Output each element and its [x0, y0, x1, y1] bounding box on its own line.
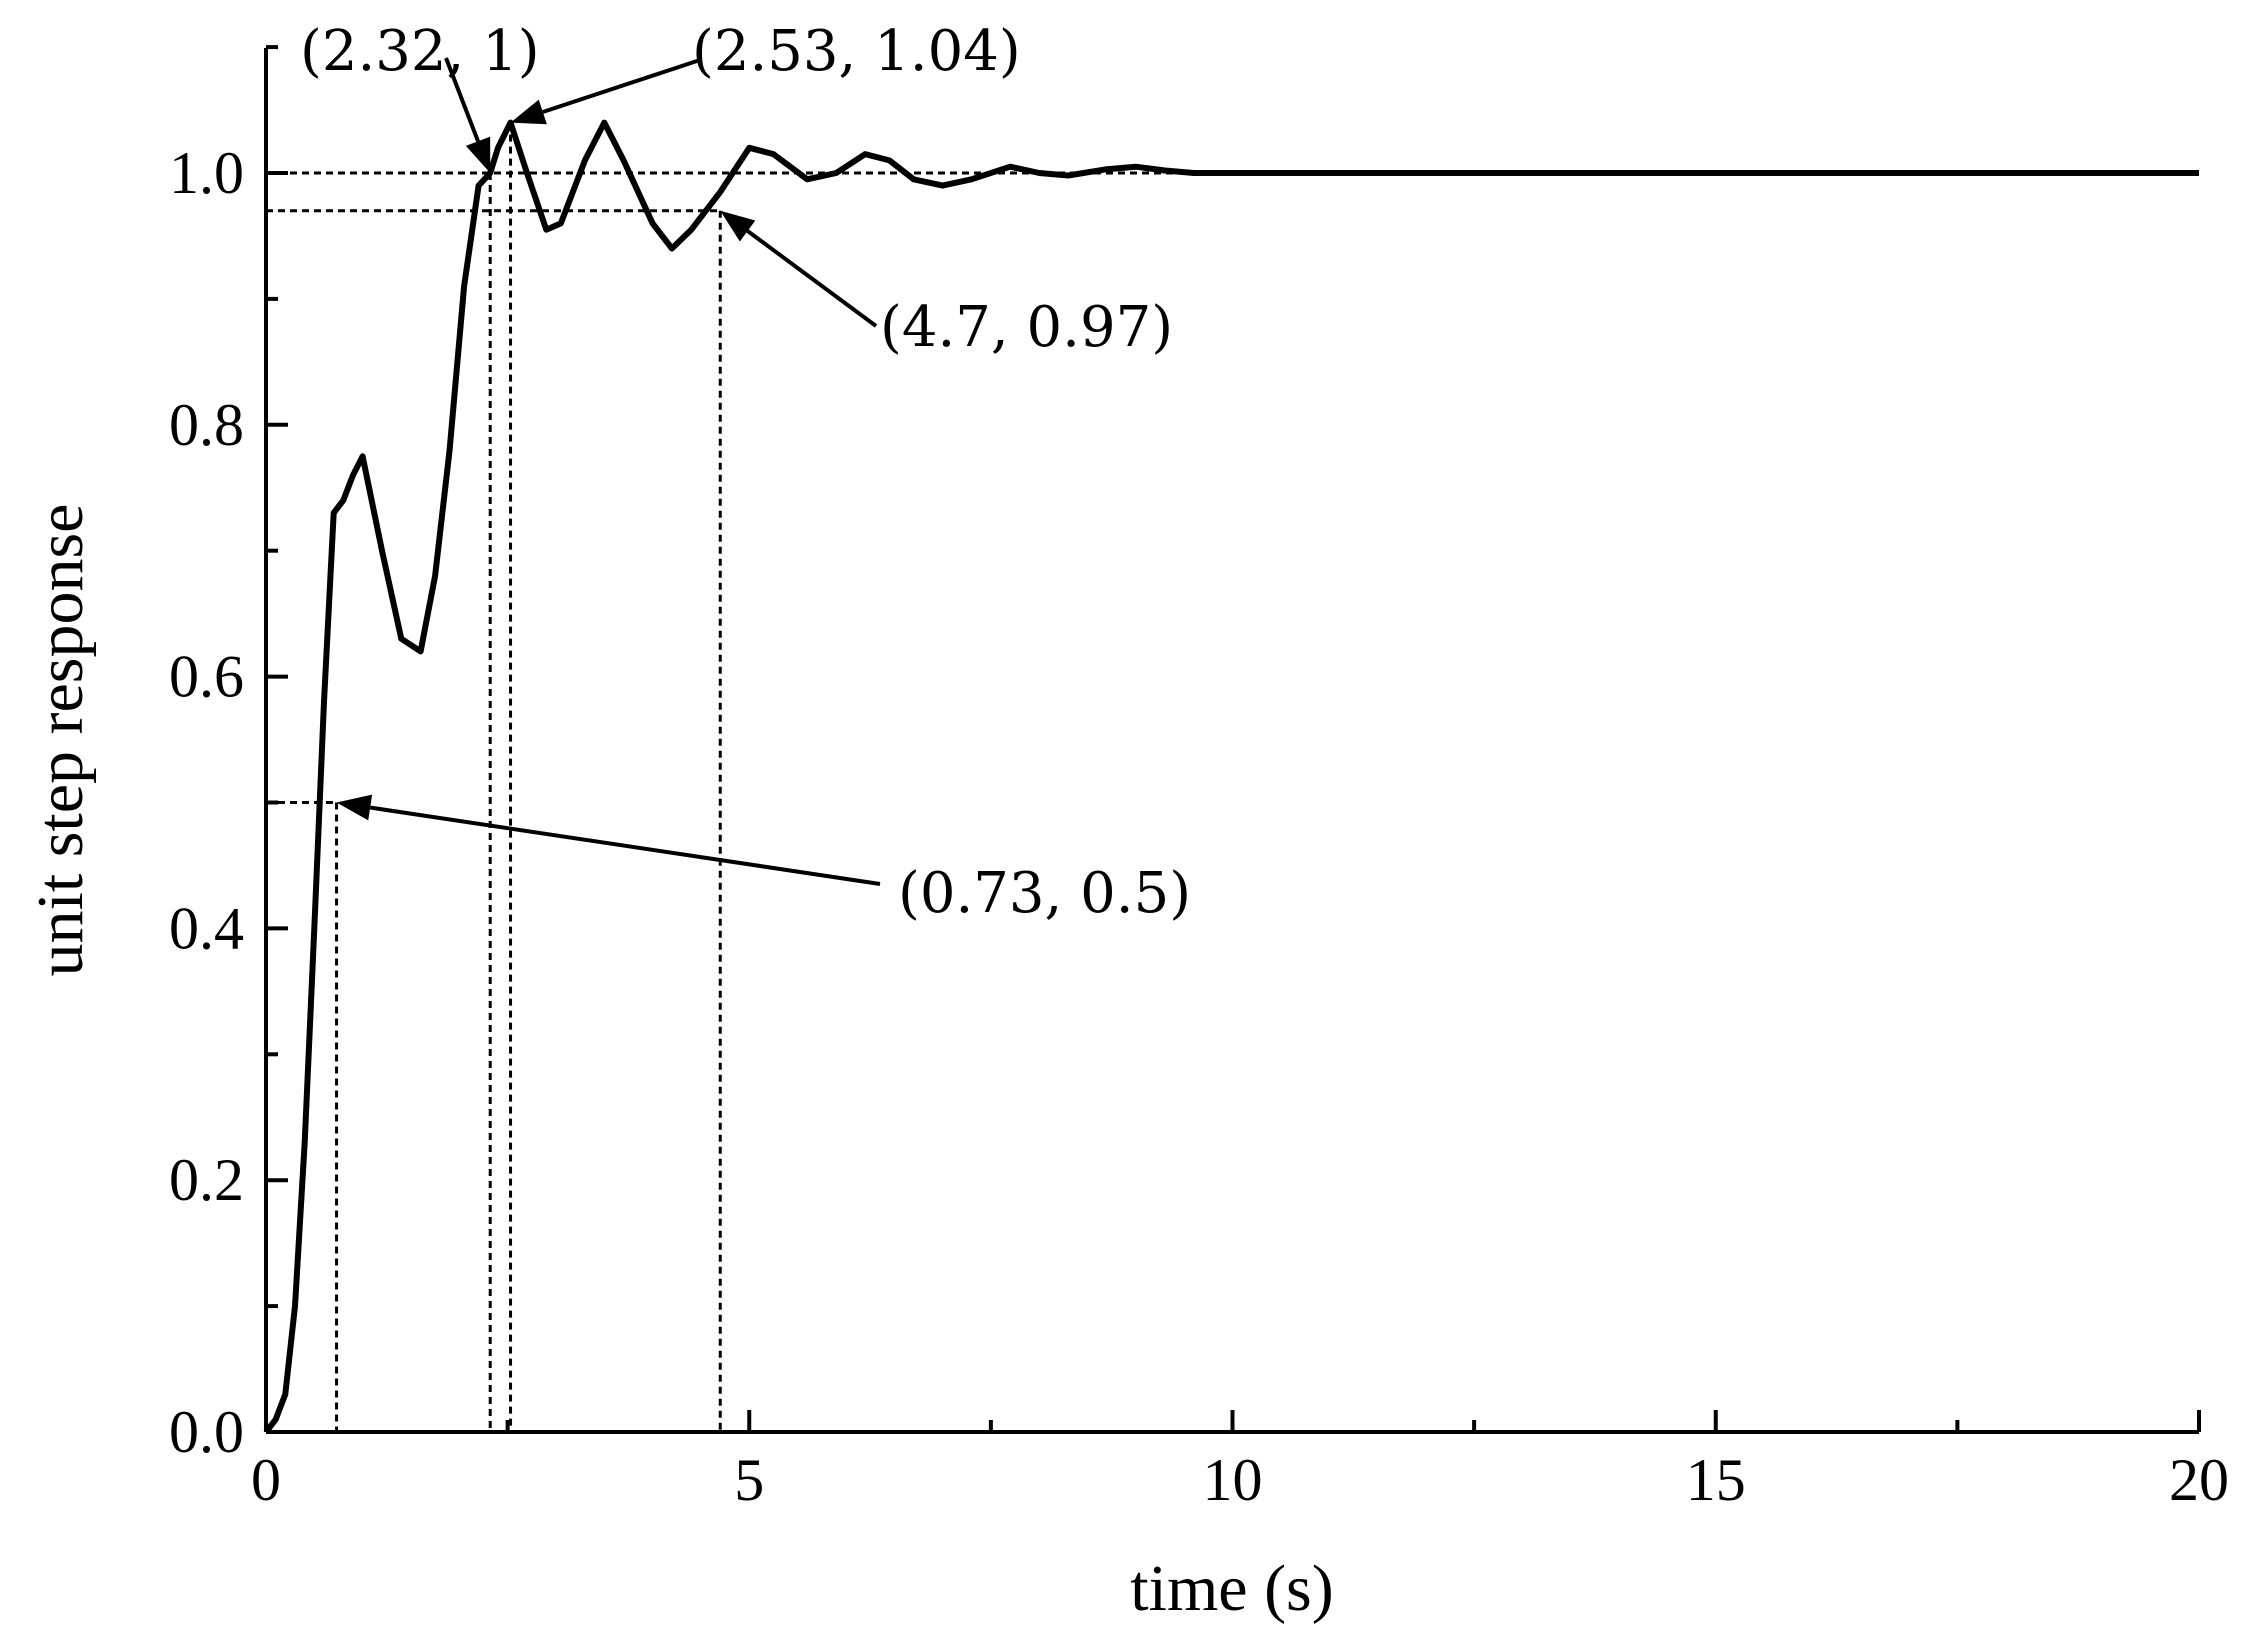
- axis-ticks: [264, 45, 2201, 1434]
- annotation-arrow: [369, 805, 881, 886]
- x-tick-label: 0: [251, 1447, 281, 1513]
- y-tick-label: 0.4: [169, 895, 244, 961]
- axes: [264, 48, 2199, 1434]
- y-tick-label: 1.0: [169, 140, 244, 206]
- x-tick-label: 20: [2169, 1447, 2229, 1513]
- x-tick-label: 5: [734, 1447, 764, 1513]
- y-tick-label: 0.2: [169, 1147, 244, 1213]
- x-axis-label: time (s): [1130, 1552, 1333, 1625]
- annotations: (0.73, 0.5) (2.32, 1) (2.53, 1.04) (4.7, 0.…: [300, 19, 1191, 926]
- annotation-label: (4.7, 0.97): [880, 295, 1173, 360]
- y-tick-label: 0.6: [169, 644, 244, 710]
- annotation-arrow-head: [510, 99, 547, 125]
- annotation-arrow-head: [336, 794, 373, 821]
- x-tick-label: 10: [1203, 1447, 1263, 1513]
- x-tick-label: 15: [1686, 1447, 1746, 1513]
- annotation-arrow: [444, 57, 480, 142]
- annotation-arrow: [542, 58, 701, 114]
- tick-labels: 0 5 10 15 20 0.0 0.2 0.4 0.6 0.8 1.0: [169, 140, 2229, 1513]
- annotation-label: (2.53, 1.04): [692, 19, 1021, 84]
- y-tick-label: 0.0: [169, 1399, 244, 1465]
- annotation-arrow: [746, 229, 878, 328]
- y-axis-label: unit step response: [24, 504, 97, 977]
- annotation-arrow-head: [465, 136, 491, 173]
- annotation-label: (2.32, 1): [300, 19, 540, 84]
- annotation-label: (0.73, 0.5): [898, 861, 1191, 926]
- response-curve: [263, 119, 2199, 1434]
- y-tick-label: 0.8: [169, 392, 244, 458]
- annotation-arrow-head: [720, 210, 756, 242]
